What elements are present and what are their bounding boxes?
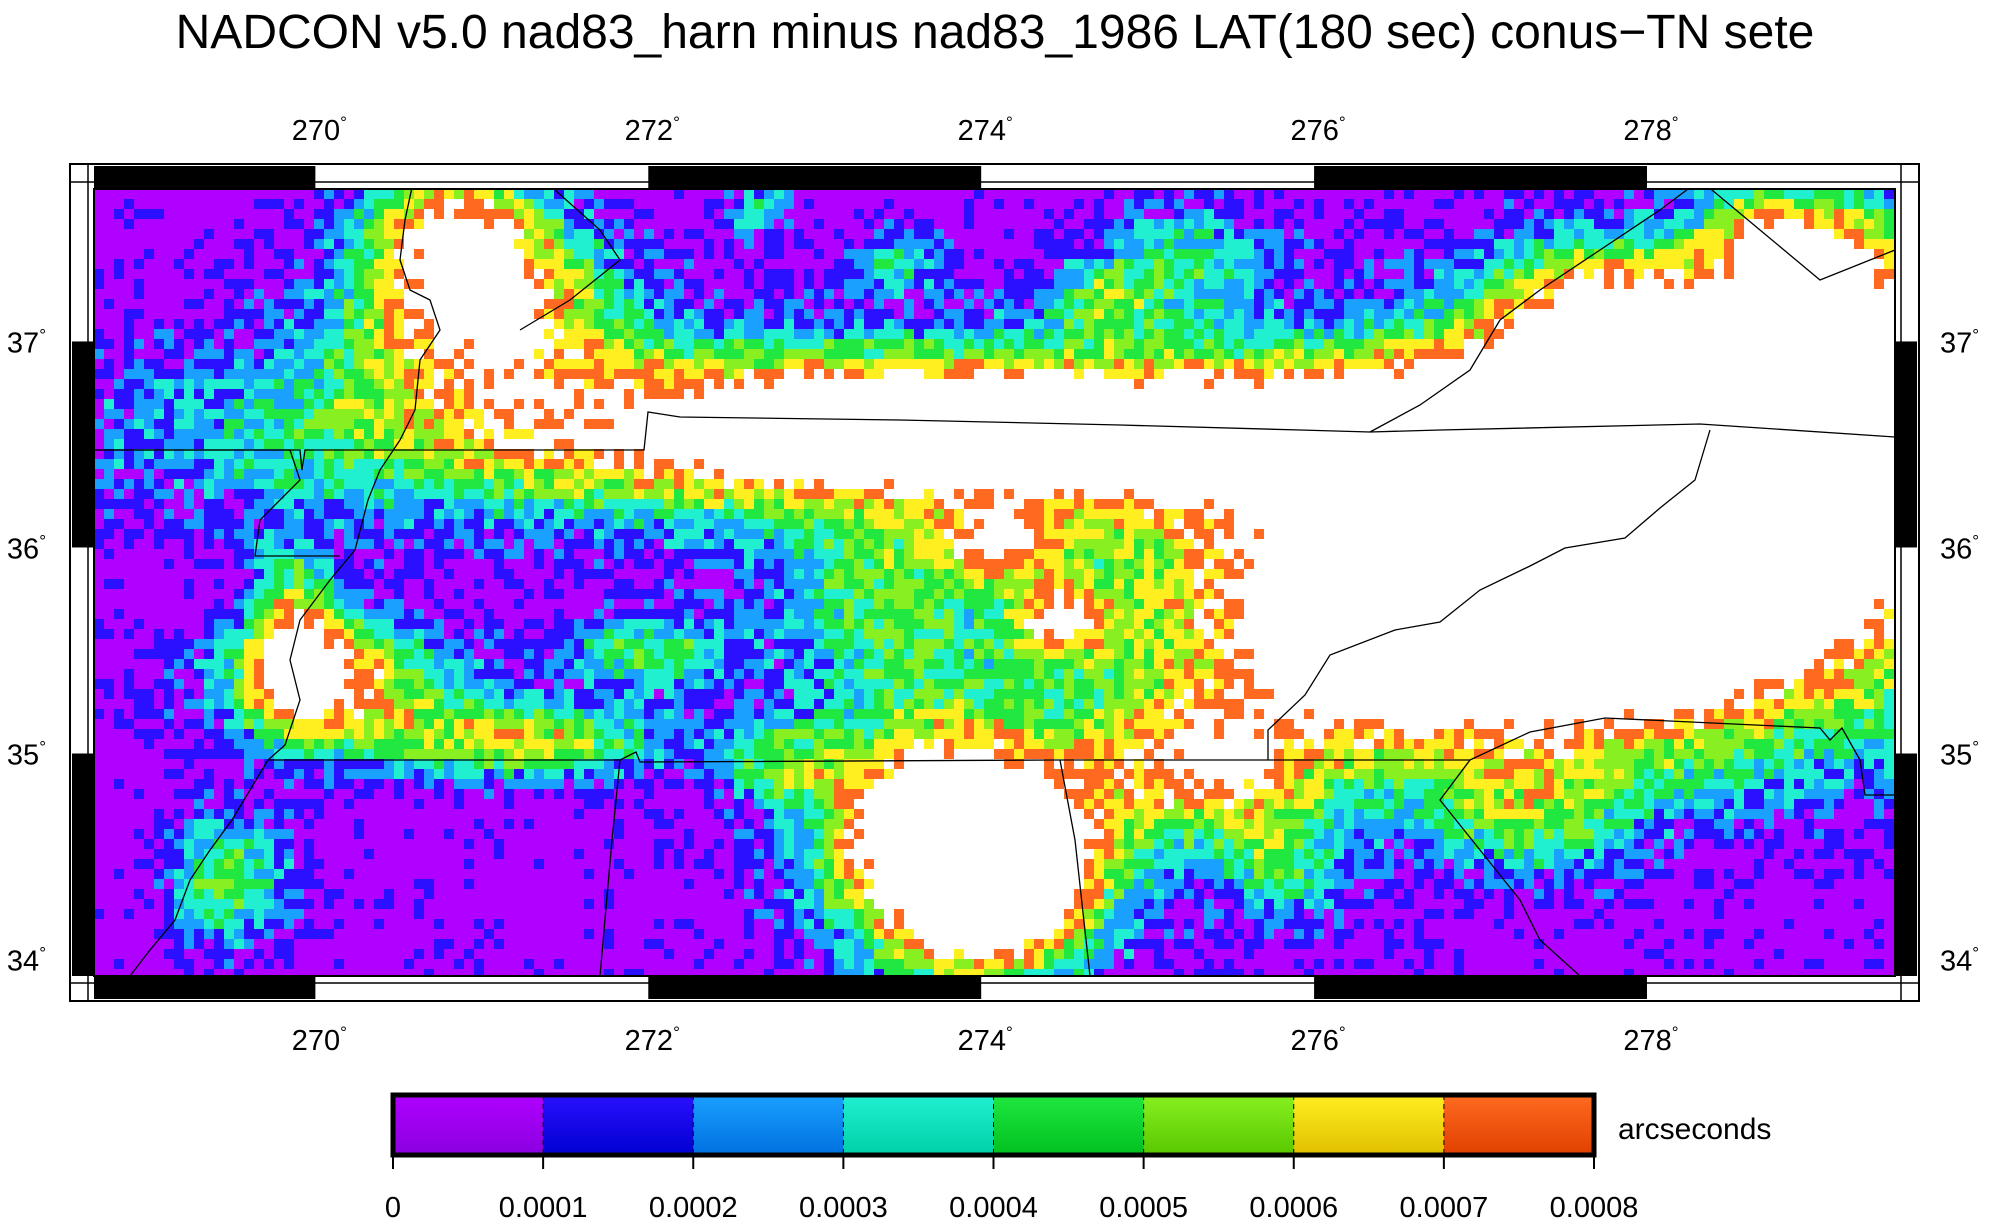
- colorbar-tick-labels: 0 0.0001 0.0002 0.0003 0.0004 0.0005 0.0006 0.0…: [385, 1155, 1638, 1224]
- lat-tick-label: 35°: [1940, 737, 1979, 771]
- lon-tick-label: 272°: [625, 113, 680, 147]
- boundary-ar-mo: [94, 449, 340, 557]
- boundary-ga-sc: [1439, 759, 1581, 976]
- boundary-tn-nc: [1267, 429, 1711, 760]
- colorbar-segment: [843, 1095, 994, 1155]
- lon-tick-label: 278°: [1623, 113, 1678, 147]
- boundary-ms-al: [599, 759, 621, 976]
- lat-tick-label: 37°: [7, 325, 46, 359]
- lon-tick-labels-bottom: 270° 272° 274° 276° 278°: [292, 1023, 1679, 1057]
- lat-tick-label: 34°: [7, 944, 46, 978]
- colorbar-tick-label: 0.0005: [1099, 1192, 1188, 1224]
- lat-tick-label: 36°: [7, 531, 46, 565]
- colorbar-tick-label: 0: [385, 1192, 401, 1224]
- colorbar-tick-label: 0.0001: [499, 1192, 588, 1224]
- lon-tick-label: 276°: [1290, 113, 1345, 147]
- heatmap-field: [94, 189, 1895, 976]
- colorbar-tick-label: 0.0008: [1550, 1192, 1639, 1224]
- lat-tick-label: 34°: [1940, 944, 1979, 978]
- lat-tick-labels-right: 34° 35° 36° 37°: [1940, 325, 1979, 977]
- colorbar: [390, 1092, 1597, 1158]
- lat-tick-label: 37°: [1940, 325, 1979, 359]
- lon-tick-label: 270°: [292, 113, 347, 147]
- lon-tick-label: 274°: [958, 113, 1013, 147]
- lon-tick-label: 274°: [958, 1023, 1013, 1057]
- lon-tick-labels-top: 270° 272° 274° 276° 278°: [292, 113, 1679, 147]
- colorbar-segment: [393, 1095, 544, 1155]
- lon-tick-label: 270°: [292, 1023, 347, 1057]
- colorbar-segment: [1143, 1095, 1295, 1155]
- state-boundaries: [94, 189, 1895, 976]
- colorbar-tick-label: 0.0007: [1400, 1192, 1489, 1224]
- colorbar-segment: [1443, 1095, 1595, 1155]
- boundary-va-wv: [1369, 189, 1895, 433]
- boundary-tn-south: [268, 717, 1895, 796]
- colorbar-segment: [543, 1095, 694, 1155]
- colorbar-tick-label: 0.0004: [949, 1192, 1038, 1224]
- lon-tick-label: 272°: [625, 1023, 680, 1057]
- colorbar-segment: [693, 1095, 844, 1155]
- lon-tick-label: 276°: [1290, 1023, 1345, 1057]
- boundary-mississippi-river: [129, 189, 441, 976]
- boundary-ky-tn: [94, 411, 1895, 471]
- map-title: NADCON v5.0 nad83_harn minus nad83_1986 …: [175, 6, 1815, 59]
- boundary-ky-wv: [519, 189, 621, 331]
- colorbar-segment: [1293, 1095, 1445, 1155]
- lat-tick-label: 35°: [7, 737, 46, 771]
- lat-tick-label: 36°: [1940, 531, 1979, 565]
- colorbar-units-label: arcseconds: [1618, 1113, 1772, 1146]
- colorbar-tick-label: 0.0002: [649, 1192, 738, 1224]
- boundary-al-ga: [1059, 759, 1091, 976]
- colorbar-segment: [993, 1095, 1145, 1155]
- map-frame: [69, 163, 1920, 1002]
- colorbar-tick-label: 0.0003: [799, 1192, 888, 1224]
- colorbar-tick-label: 0.0006: [1249, 1192, 1338, 1224]
- lon-tick-label: 278°: [1623, 1023, 1678, 1057]
- lat-tick-labels-left: 34° 35° 36° 37°: [7, 325, 46, 977]
